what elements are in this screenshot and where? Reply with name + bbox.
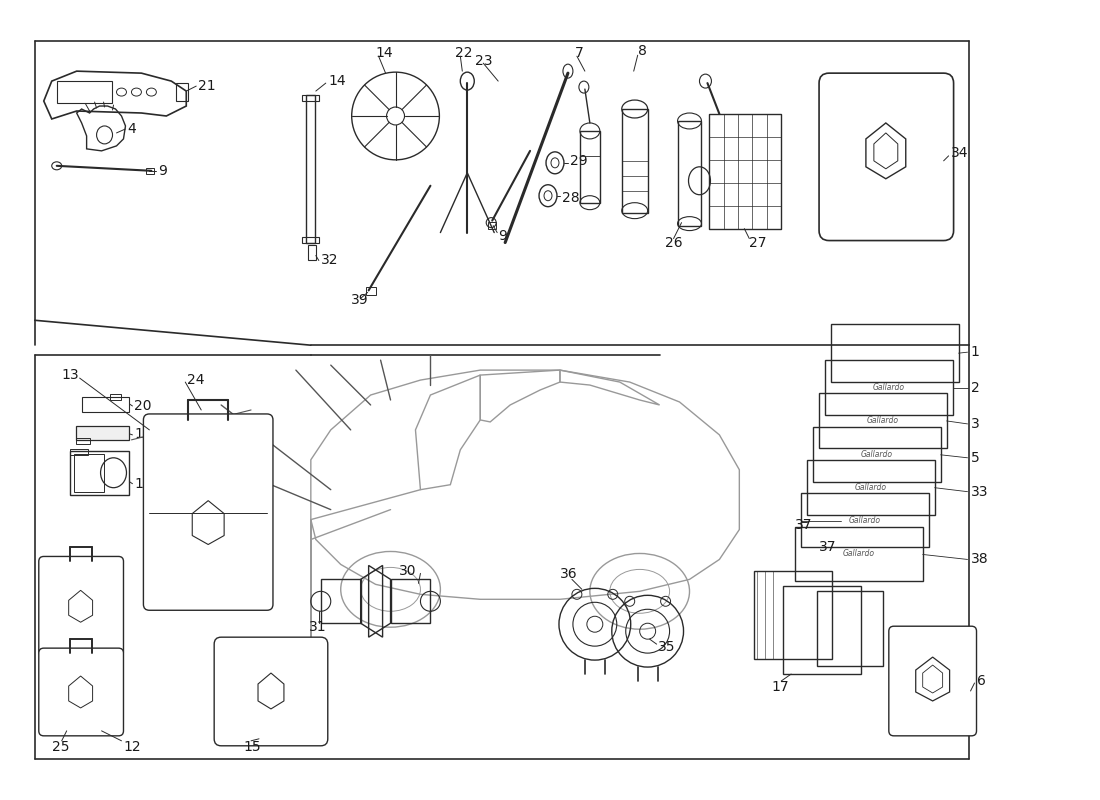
Bar bbox=[69, 451, 130, 494]
Text: 8: 8 bbox=[638, 44, 647, 58]
Text: 32: 32 bbox=[321, 254, 339, 267]
Text: 6: 6 bbox=[977, 674, 986, 688]
Bar bbox=[813, 427, 940, 482]
Text: 4: 4 bbox=[128, 122, 136, 136]
Text: 2: 2 bbox=[970, 381, 979, 395]
FancyBboxPatch shape bbox=[889, 626, 977, 736]
Bar bbox=[830, 324, 958, 382]
Bar bbox=[488, 222, 496, 229]
Text: 39: 39 bbox=[351, 294, 369, 307]
Bar bbox=[365, 287, 375, 295]
Text: 7: 7 bbox=[575, 46, 584, 60]
Text: 12: 12 bbox=[123, 740, 141, 754]
FancyBboxPatch shape bbox=[39, 648, 123, 736]
Text: 27: 27 bbox=[749, 235, 767, 250]
Text: 21: 21 bbox=[198, 79, 216, 93]
Text: 3: 3 bbox=[970, 417, 979, 431]
Text: 15: 15 bbox=[243, 740, 261, 754]
Text: 34: 34 bbox=[950, 146, 968, 160]
Bar bbox=[69, 449, 88, 455]
Text: 17: 17 bbox=[771, 680, 789, 694]
Text: Gallardo: Gallardo bbox=[867, 416, 899, 425]
Text: 22: 22 bbox=[455, 46, 473, 60]
Text: 20: 20 bbox=[134, 399, 152, 413]
Text: 14: 14 bbox=[329, 74, 346, 88]
Text: 5: 5 bbox=[970, 450, 979, 465]
Text: 9: 9 bbox=[498, 229, 507, 242]
Text: 16: 16 bbox=[134, 427, 152, 441]
Text: 30: 30 bbox=[398, 565, 416, 578]
Bar bbox=[795, 526, 923, 582]
Bar bbox=[783, 586, 861, 674]
FancyBboxPatch shape bbox=[143, 414, 273, 610]
Text: 9: 9 bbox=[158, 164, 167, 178]
Bar bbox=[74, 454, 103, 492]
Text: 25: 25 bbox=[52, 740, 69, 754]
Bar bbox=[390, 579, 430, 623]
Bar bbox=[710, 114, 781, 229]
Text: Gallardo: Gallardo bbox=[861, 450, 893, 459]
Bar bbox=[301, 237, 319, 242]
Bar bbox=[81, 397, 130, 412]
Text: Gallardo: Gallardo bbox=[843, 550, 874, 558]
Text: 19: 19 bbox=[134, 477, 152, 490]
Bar bbox=[57, 81, 111, 103]
FancyBboxPatch shape bbox=[39, 557, 123, 656]
Bar bbox=[807, 460, 935, 514]
Bar bbox=[825, 360, 953, 415]
Text: 33: 33 bbox=[970, 485, 988, 498]
FancyBboxPatch shape bbox=[214, 637, 328, 746]
Bar bbox=[817, 591, 883, 666]
Bar bbox=[820, 393, 947, 448]
Text: 14: 14 bbox=[375, 46, 393, 60]
Text: 31: 31 bbox=[309, 620, 327, 634]
Bar bbox=[146, 168, 154, 174]
Text: 36: 36 bbox=[560, 567, 578, 582]
Bar bbox=[321, 579, 361, 623]
Bar bbox=[306, 95, 315, 242]
Text: Gallardo: Gallardo bbox=[872, 383, 905, 392]
Text: 37: 37 bbox=[795, 518, 813, 531]
Text: 24: 24 bbox=[187, 373, 205, 387]
Text: 13: 13 bbox=[62, 368, 79, 382]
FancyBboxPatch shape bbox=[820, 73, 954, 241]
Bar bbox=[76, 426, 130, 440]
Text: 1: 1 bbox=[970, 345, 979, 359]
Bar bbox=[580, 131, 600, 202]
Text: 26: 26 bbox=[664, 235, 682, 250]
Bar bbox=[755, 571, 832, 659]
Text: Gallardo: Gallardo bbox=[849, 515, 881, 525]
Bar bbox=[110, 394, 121, 400]
Bar bbox=[801, 493, 928, 547]
Text: Gallardo: Gallardo bbox=[855, 482, 887, 492]
Text: 35: 35 bbox=[658, 640, 675, 654]
Bar bbox=[301, 95, 319, 101]
Text: 28: 28 bbox=[562, 190, 580, 205]
Bar bbox=[621, 109, 648, 213]
Bar bbox=[308, 245, 316, 261]
Text: 23: 23 bbox=[475, 54, 493, 68]
Bar bbox=[76, 438, 89, 444]
Text: 37: 37 bbox=[820, 541, 837, 554]
Text: 38: 38 bbox=[970, 553, 988, 566]
Text: 29: 29 bbox=[570, 154, 587, 168]
Bar bbox=[678, 121, 702, 226]
Bar bbox=[176, 83, 188, 101]
